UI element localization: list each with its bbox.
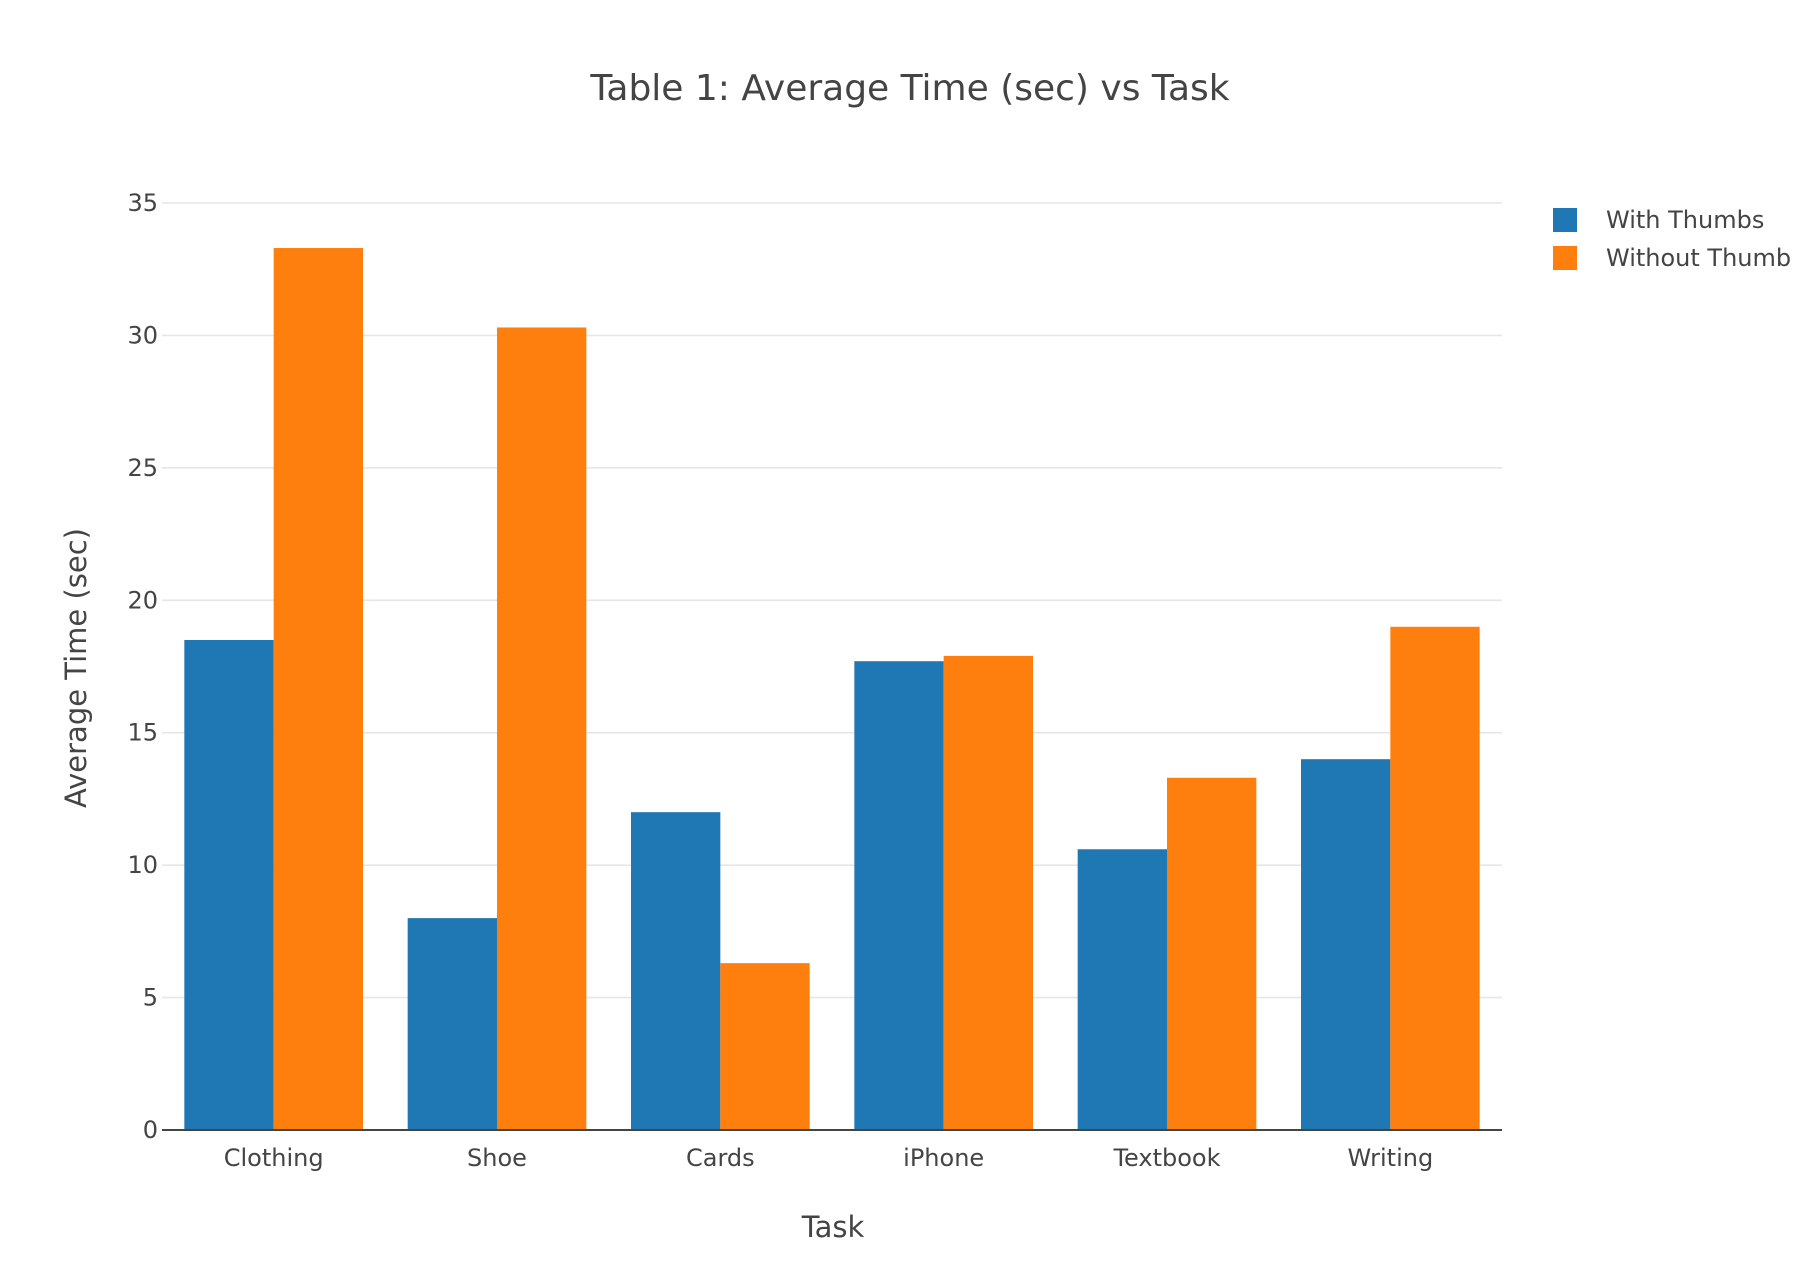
x-tick-label: iPhone	[903, 1144, 984, 1172]
legend[interactable]: With Thumbs Without Thumb	[1553, 206, 1791, 272]
x-tick-label: Shoe	[467, 1144, 527, 1172]
bar-writing-with-thumbs[interactable]	[1301, 759, 1391, 1130]
x-tick-label: Clothing	[224, 1144, 324, 1172]
legend-swatch	[1553, 208, 1577, 232]
y-tick-label: 35	[127, 189, 158, 217]
chart-title: Table 1: Average Time (sec) vs Task	[589, 68, 1229, 109]
legend-label: With Thumbs	[1606, 206, 1764, 234]
y-axis-title: Average Time (sec)	[59, 528, 93, 808]
bars	[184, 248, 1480, 1131]
x-axis-title: Task	[801, 1210, 865, 1244]
bar-cards-without-thumb[interactable]	[720, 963, 810, 1130]
y-axis-ticks: 0 5 10 15 20 25 30 35	[127, 189, 158, 1144]
x-axis-ticks: Clothing Shoe Cards iPhone Textbook Writing	[224, 1144, 1433, 1172]
x-tick-label: Textbook	[1112, 1144, 1220, 1172]
bar-textbook-without-thumb[interactable]	[1167, 777, 1257, 1130]
bar-textbook-with-thumbs[interactable]	[1077, 849, 1167, 1130]
legend-label: Without Thumb	[1606, 244, 1791, 272]
y-tick-label: 5	[143, 984, 158, 1012]
y-tick-label: 15	[127, 719, 158, 747]
x-tick-label: Cards	[686, 1144, 755, 1172]
y-tick-label: 10	[127, 851, 158, 879]
y-tick-label: 30	[127, 321, 158, 349]
bar-clothing-with-thumbs[interactable]	[184, 640, 274, 1130]
bar-iphone-without-thumb[interactable]	[943, 655, 1033, 1130]
bar-writing-without-thumb[interactable]	[1390, 626, 1480, 1130]
bar-shoe-with-thumbs[interactable]	[407, 918, 497, 1130]
legend-item-with-thumbs[interactable]: With Thumbs	[1553, 206, 1764, 234]
y-tick-label: 25	[127, 454, 158, 482]
legend-swatch	[1553, 246, 1577, 270]
bar-iphone-with-thumbs[interactable]	[854, 661, 944, 1130]
legend-item-without-thumb[interactable]: Without Thumb	[1553, 244, 1791, 272]
y-tick-label: 0	[143, 1116, 158, 1144]
bar-clothing-without-thumb[interactable]	[273, 248, 363, 1131]
bar-shoe-without-thumb[interactable]	[497, 327, 587, 1130]
y-tick-label: 20	[127, 586, 158, 614]
gridlines	[162, 202, 1502, 999]
x-tick-label: Writing	[1347, 1144, 1433, 1172]
bar-cards-with-thumbs[interactable]	[631, 812, 721, 1130]
